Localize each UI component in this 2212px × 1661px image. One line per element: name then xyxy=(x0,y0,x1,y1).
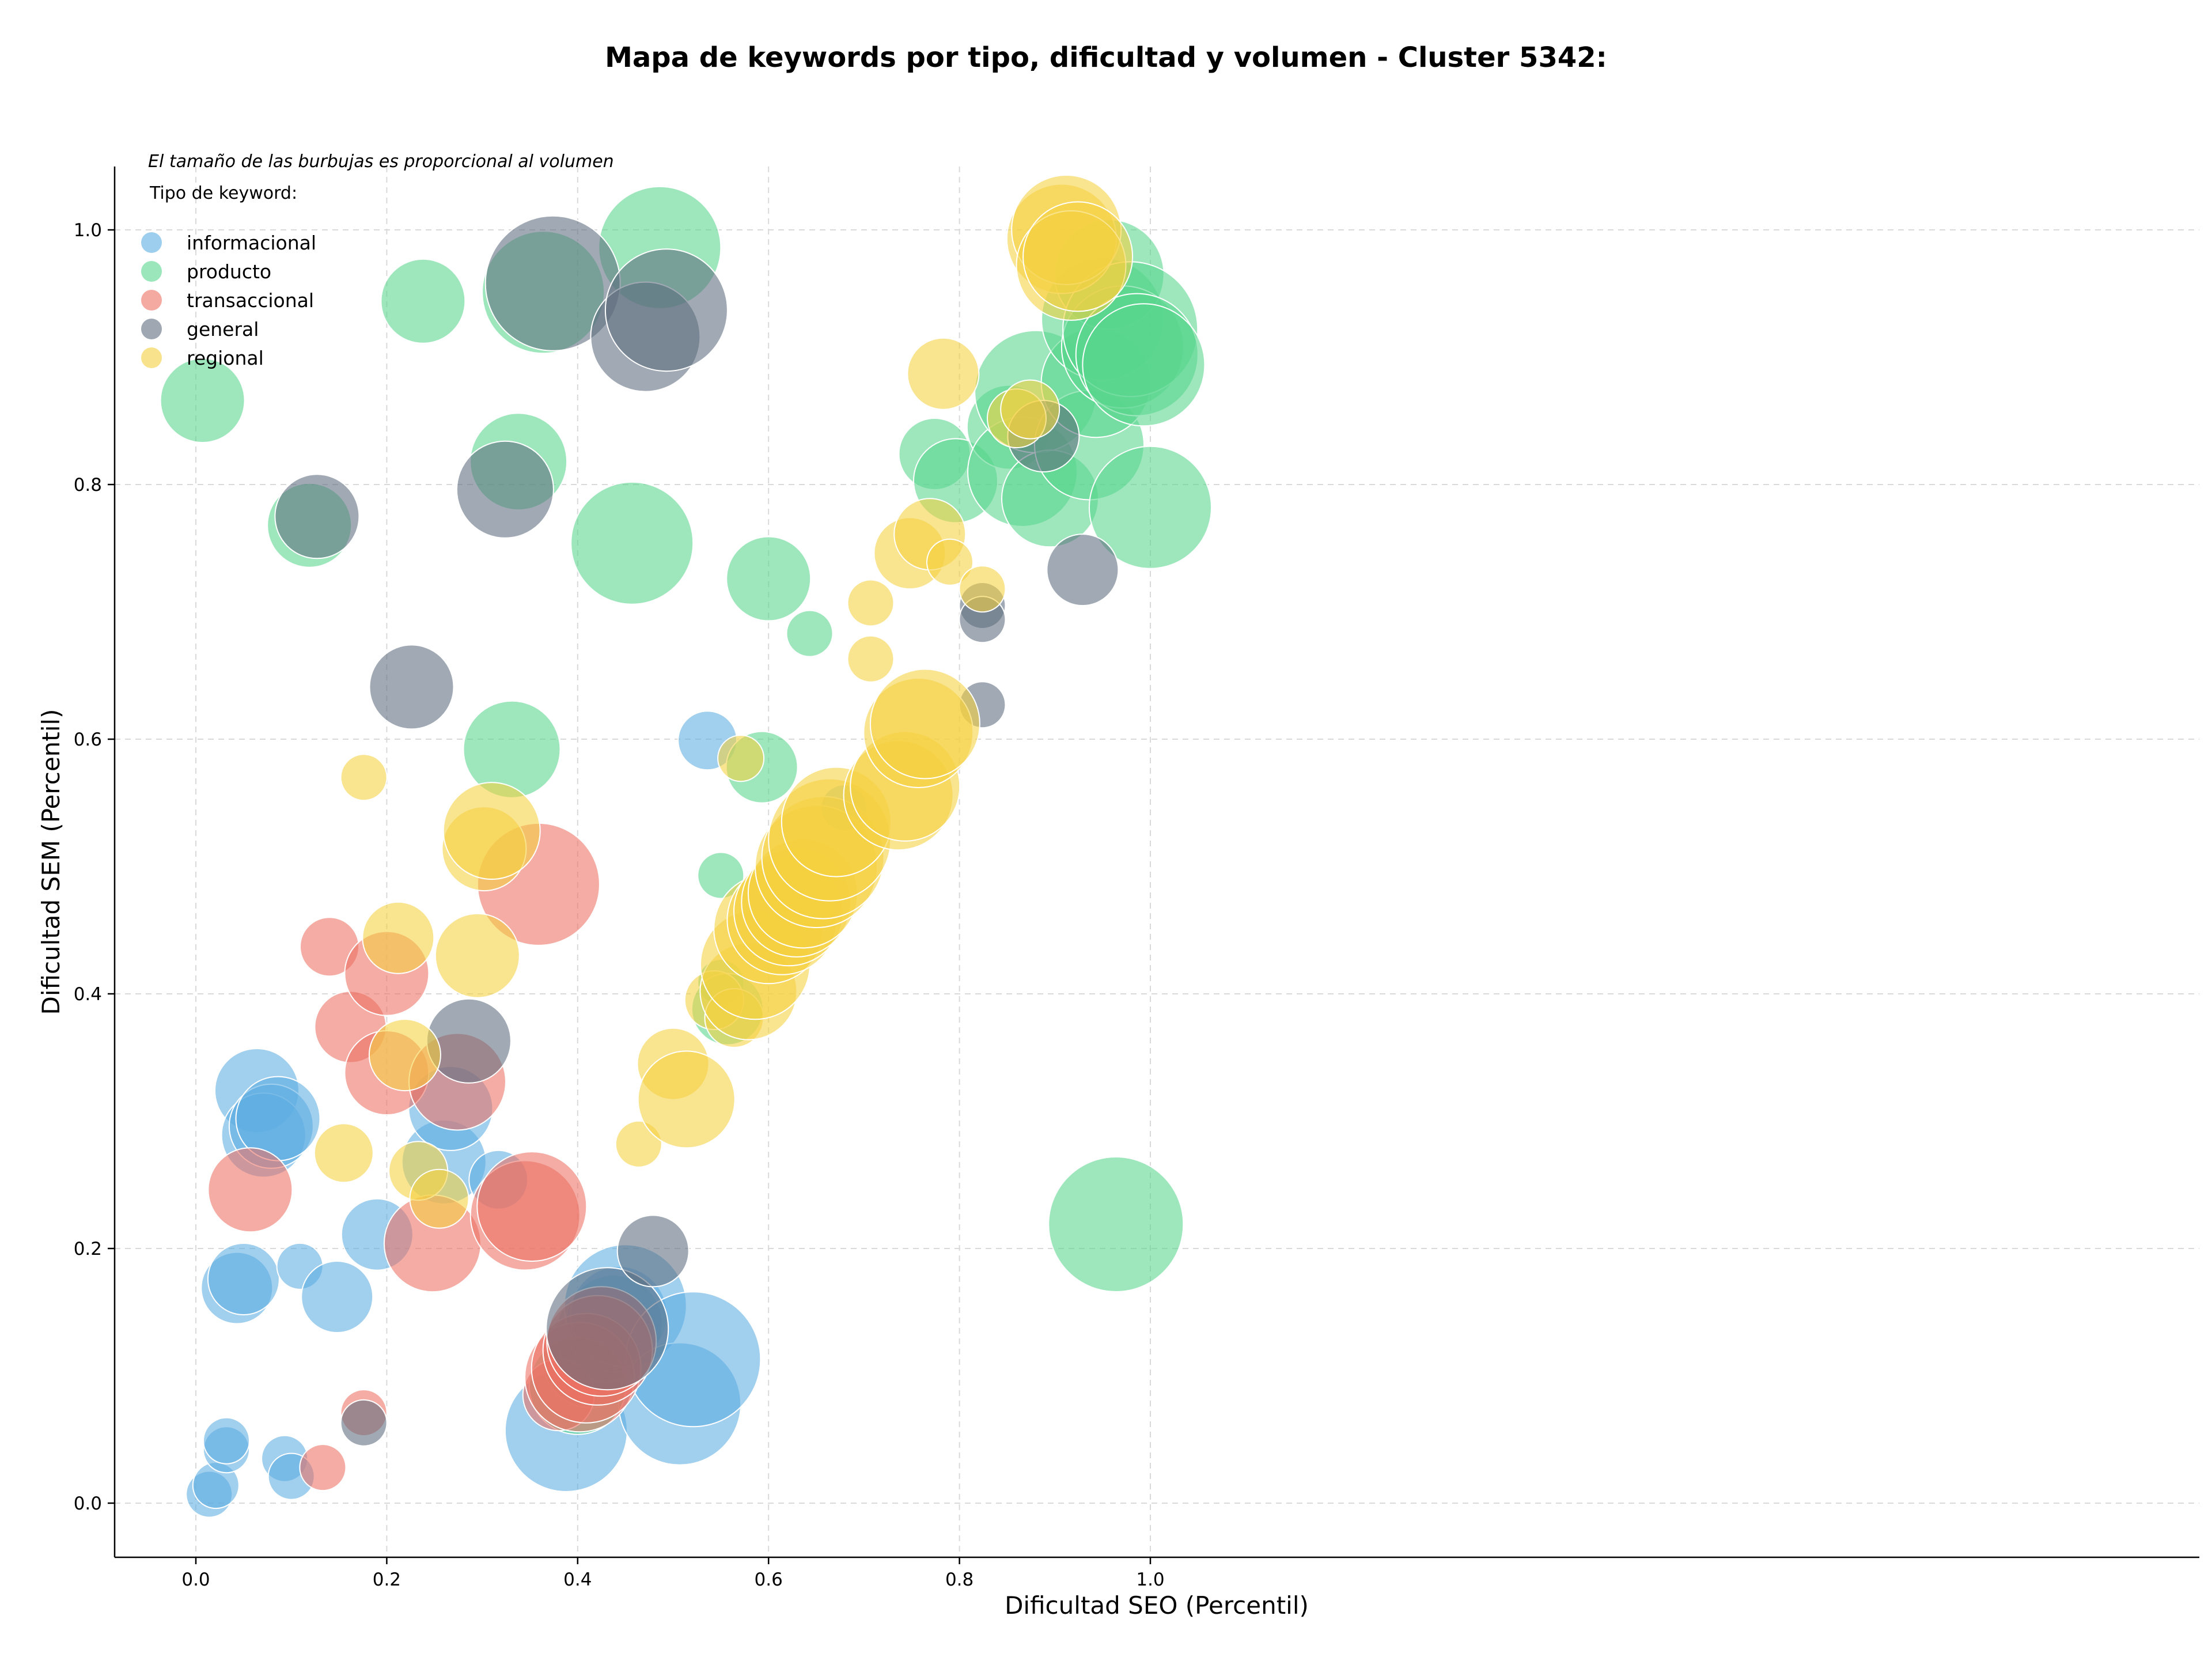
bubble-transaccional xyxy=(207,1147,293,1233)
bubble-informacional xyxy=(203,1417,250,1465)
bubble-producto xyxy=(1089,445,1212,569)
bubble-regional xyxy=(907,337,980,410)
legend-label-regional: regional xyxy=(187,347,264,369)
series-regional xyxy=(313,175,1134,1229)
bubble-regional xyxy=(926,538,974,586)
x-axis-label: Dificultad SEO (Percentil) xyxy=(1005,1591,1309,1620)
bubble-regional xyxy=(368,1019,441,1092)
bubble-regional xyxy=(313,1123,374,1183)
bubble-general xyxy=(426,998,512,1084)
bubble-general xyxy=(616,1214,690,1288)
bubble-producto xyxy=(1082,303,1206,427)
x-tick-label: 0.2 xyxy=(373,1569,401,1590)
legend: Tipo de keyword: informacional producto tr… xyxy=(141,183,316,369)
bubble-transaccional xyxy=(299,1444,347,1492)
x-tick-label: 0.8 xyxy=(945,1569,974,1590)
legend-label-producto: producto xyxy=(187,260,271,283)
y-tick-label: 0.0 xyxy=(74,1493,102,1514)
bubble-regional xyxy=(409,1168,469,1229)
bubble-regional xyxy=(1000,379,1060,440)
bubble-general xyxy=(546,1267,669,1391)
y-axis-label: Dificultad SEM (Percentil) xyxy=(37,709,65,1015)
legend-marker-transaccional xyxy=(141,290,162,311)
y-tick-label: 0.2 xyxy=(74,1239,102,1259)
bubble-regional xyxy=(434,913,520,998)
y-tick-label: 0.4 xyxy=(74,984,102,1005)
y-tick-label: 0.8 xyxy=(74,475,102,495)
axes xyxy=(113,167,2199,1558)
bubble-producto xyxy=(160,358,245,444)
bubble-producto xyxy=(570,481,694,605)
bubble-regional xyxy=(442,782,541,880)
x-tick-label: 0.4 xyxy=(563,1569,592,1590)
x-tick-label: 1.0 xyxy=(1136,1569,1164,1590)
bubble-regional xyxy=(362,901,435,974)
bubble-regional xyxy=(1022,201,1134,312)
y-tick-label: 1.0 xyxy=(74,220,102,241)
bubble-producto xyxy=(1048,1156,1184,1292)
bubbles xyxy=(160,175,1212,1518)
bubble-general xyxy=(274,474,360,559)
bubble-general xyxy=(340,1399,388,1447)
bubble-regional xyxy=(959,565,1006,613)
legend-label-general: general xyxy=(187,318,259,340)
bubble-regional xyxy=(340,754,388,801)
bubble-transaccional xyxy=(476,1151,588,1262)
bubble-regional xyxy=(847,579,895,627)
bubble-producto xyxy=(786,610,834,657)
bubble-regional xyxy=(717,735,765,782)
legend-label-informacional: informacional xyxy=(187,232,316,254)
legend-marker-regional xyxy=(141,347,162,368)
legend-title: Tipo de keyword: xyxy=(149,183,297,203)
bubble-general xyxy=(1046,534,1119,607)
bubble-regional xyxy=(869,668,980,780)
size-note: El tamaño de las burbujas es proporciona… xyxy=(148,152,614,172)
bubble-regional xyxy=(637,1050,736,1149)
bubble-informacional xyxy=(207,1243,280,1315)
x-tick-label: 0.6 xyxy=(755,1569,783,1590)
y-tick-label: 0.6 xyxy=(74,729,102,750)
legend-label-transaccional: transaccional xyxy=(187,289,314,312)
legend-marker-general xyxy=(141,319,162,339)
x-tick-label: 0.0 xyxy=(181,1569,210,1590)
bubble-general xyxy=(456,440,554,539)
bubble-general xyxy=(369,644,454,730)
bubble-producto xyxy=(697,852,745,899)
bubble-producto xyxy=(726,536,812,622)
bubble-informacional xyxy=(301,1261,374,1333)
bubble-producto xyxy=(463,700,561,799)
bubble-regional xyxy=(847,635,895,683)
ticks: 0.0 0.2 0.4 0.6 0.8 1.0 0.0 0.2 0.4 0.6 0.8 1.0 xyxy=(74,220,1165,1590)
chart-title: Mapa de keywords por tipo, dificultad y … xyxy=(605,41,1607,74)
bubble-producto xyxy=(380,258,466,344)
legend-marker-informacional xyxy=(141,232,162,253)
bubble-general xyxy=(604,248,728,372)
legend-marker-producto xyxy=(141,261,162,282)
bubble-regional xyxy=(615,1120,662,1168)
